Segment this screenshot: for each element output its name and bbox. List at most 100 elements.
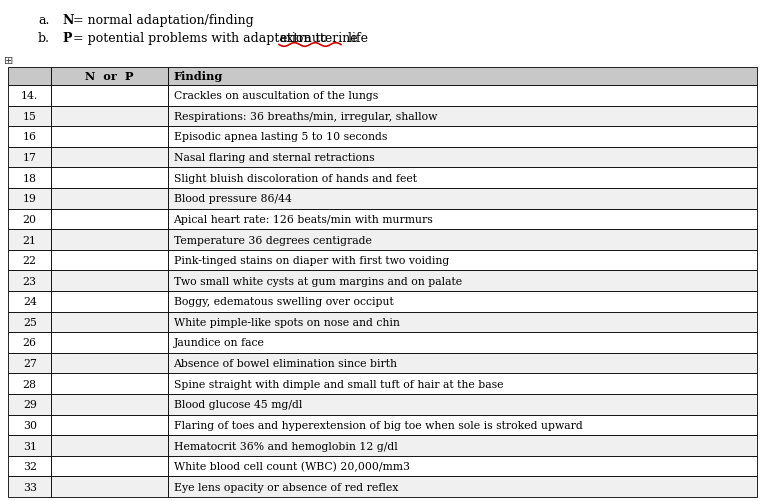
Text: life: life xyxy=(344,32,368,45)
Text: Spine straight with dimple and small tuft of hair at the base: Spine straight with dimple and small tuf… xyxy=(174,379,503,389)
Text: Absence of bowel elimination since birth: Absence of bowel elimination since birth xyxy=(174,358,397,368)
Text: a.: a. xyxy=(38,14,49,27)
Bar xyxy=(52,312,167,333)
Bar xyxy=(52,168,167,188)
Bar xyxy=(167,394,757,415)
Text: Temperature 36 degrees centigrade: Temperature 36 degrees centigrade xyxy=(174,235,371,245)
Bar xyxy=(167,415,757,435)
Text: 17: 17 xyxy=(23,153,37,163)
Text: N: N xyxy=(62,14,73,27)
Text: Jaundice on face: Jaundice on face xyxy=(174,338,264,348)
Bar xyxy=(167,127,757,147)
Text: Nasal flaring and sternal retractions: Nasal flaring and sternal retractions xyxy=(174,153,374,163)
Text: Apical heart rate: 126 beats/min with murmurs: Apical heart rate: 126 beats/min with mu… xyxy=(174,214,433,224)
Bar xyxy=(167,353,757,374)
Bar xyxy=(52,86,167,106)
Bar xyxy=(167,230,757,250)
Bar xyxy=(8,394,52,415)
Bar xyxy=(52,435,167,456)
Text: 15: 15 xyxy=(23,112,37,122)
Text: White pimple-like spots on nose and chin: White pimple-like spots on nose and chin xyxy=(174,317,400,327)
Bar xyxy=(8,415,52,435)
Text: 18: 18 xyxy=(23,173,37,183)
Bar xyxy=(52,209,167,230)
Bar xyxy=(52,271,167,292)
Text: extrauterine: extrauterine xyxy=(279,32,358,45)
Text: Respirations: 36 breaths/min, irregular, shallow: Respirations: 36 breaths/min, irregular,… xyxy=(174,112,437,122)
Bar xyxy=(8,456,52,476)
Text: = potential problems with adaptation to: = potential problems with adaptation to xyxy=(73,32,332,45)
Bar xyxy=(8,68,52,86)
Bar xyxy=(52,127,167,147)
Bar xyxy=(167,312,757,333)
Bar xyxy=(167,271,757,292)
Bar xyxy=(167,68,757,86)
Text: 33: 33 xyxy=(23,482,37,491)
Bar xyxy=(8,230,52,250)
Text: 23: 23 xyxy=(23,276,37,286)
Text: Boggy, edematous swelling over occiput: Boggy, edematous swelling over occiput xyxy=(174,297,393,307)
Text: 19: 19 xyxy=(23,194,37,204)
Text: Slight bluish discoloration of hands and feet: Slight bluish discoloration of hands and… xyxy=(174,173,416,183)
Bar xyxy=(8,127,52,147)
Bar xyxy=(167,435,757,456)
Bar xyxy=(8,188,52,209)
Text: Flaring of toes and hyperextension of big toe when sole is stroked upward: Flaring of toes and hyperextension of bi… xyxy=(174,420,582,430)
Text: 25: 25 xyxy=(23,317,37,327)
Bar xyxy=(52,353,167,374)
Bar xyxy=(167,333,757,353)
Text: Finding: Finding xyxy=(174,71,223,82)
Text: 22: 22 xyxy=(23,256,37,266)
Bar xyxy=(52,333,167,353)
Text: 20: 20 xyxy=(23,214,37,224)
Bar xyxy=(52,230,167,250)
Bar xyxy=(8,312,52,333)
Bar xyxy=(167,188,757,209)
Bar xyxy=(8,374,52,394)
Text: 29: 29 xyxy=(23,399,37,409)
Text: N  or  P: N or P xyxy=(85,71,134,82)
Bar xyxy=(52,106,167,127)
Bar xyxy=(167,476,757,497)
Text: 31: 31 xyxy=(23,440,37,450)
Text: Hematocrit 36% and hemoglobin 12 g/dl: Hematocrit 36% and hemoglobin 12 g/dl xyxy=(174,440,397,450)
Bar xyxy=(52,415,167,435)
Bar xyxy=(52,292,167,312)
Bar xyxy=(167,292,757,312)
Text: 27: 27 xyxy=(23,358,37,368)
Bar xyxy=(167,209,757,230)
Bar xyxy=(167,168,757,188)
Bar xyxy=(8,271,52,292)
Bar xyxy=(167,456,757,476)
Text: 14.: 14. xyxy=(21,91,38,101)
Text: 30: 30 xyxy=(23,420,37,430)
Bar xyxy=(52,250,167,271)
Text: White blood cell count (WBC) 20,000/mm3: White blood cell count (WBC) 20,000/mm3 xyxy=(174,461,409,471)
Text: Blood glucose 45 mg/dl: Blood glucose 45 mg/dl xyxy=(174,399,302,409)
Text: Eye lens opacity or absence of red reflex: Eye lens opacity or absence of red refle… xyxy=(174,482,398,491)
Bar xyxy=(8,292,52,312)
Bar xyxy=(52,147,167,168)
Bar xyxy=(8,209,52,230)
Bar xyxy=(8,435,52,456)
Bar xyxy=(167,250,757,271)
Text: 16: 16 xyxy=(23,132,37,142)
Bar xyxy=(52,68,167,86)
Bar xyxy=(8,476,52,497)
Bar xyxy=(8,106,52,127)
Bar xyxy=(52,394,167,415)
Bar xyxy=(52,456,167,476)
Text: 32: 32 xyxy=(23,461,37,471)
Bar xyxy=(167,106,757,127)
Text: Two small white cysts at gum margins and on palate: Two small white cysts at gum margins and… xyxy=(174,276,462,286)
Bar xyxy=(8,333,52,353)
Bar xyxy=(167,147,757,168)
Bar xyxy=(8,147,52,168)
Text: 21: 21 xyxy=(23,235,37,245)
Bar xyxy=(52,188,167,209)
Bar xyxy=(8,168,52,188)
Text: 24: 24 xyxy=(23,297,37,307)
Bar xyxy=(52,476,167,497)
Text: ⊞: ⊞ xyxy=(4,56,14,66)
Text: Episodic apnea lasting 5 to 10 seconds: Episodic apnea lasting 5 to 10 seconds xyxy=(174,132,387,142)
